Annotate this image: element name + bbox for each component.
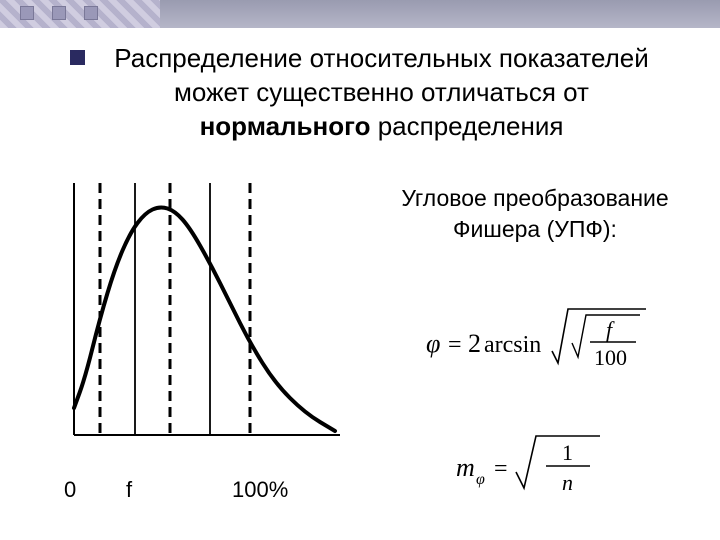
f1-num: f	[606, 317, 615, 342]
formula-heading: Угловое преобразование Фишера (УПФ):	[390, 183, 680, 245]
f2-sub: φ	[476, 471, 485, 488]
decorative-squares	[20, 6, 98, 20]
bullet-icon	[70, 50, 85, 65]
f2-sqrt	[516, 436, 600, 488]
f2-den: n	[562, 470, 573, 495]
formula-phi: φ = 2 arcsin f 100	[420, 297, 650, 377]
f2-eq: =	[494, 456, 508, 482]
axis-label-100: 100%	[232, 477, 288, 503]
distribution-chart: 0 f 100%	[60, 183, 350, 483]
square-icon	[20, 6, 34, 20]
subhead-l1: Угловое преобразование	[401, 185, 668, 211]
formulas-column: Угловое преобразование Фишера (УПФ): φ =…	[390, 183, 680, 533]
formula-m: m φ = 1 n	[450, 426, 620, 506]
square-icon	[52, 6, 66, 20]
heading-bold: нормального	[200, 111, 371, 141]
heading-text: Распределение относительных показателей …	[103, 42, 680, 143]
heading-line2: может существенно отличаться от	[174, 77, 589, 107]
square-icon	[84, 6, 98, 20]
f1-func: arcsin	[484, 332, 541, 358]
axis-label-0: 0	[64, 477, 76, 503]
heading-rest: распределения	[371, 111, 564, 141]
heading-block: Распределение относительных показателей …	[40, 42, 680, 143]
decorative-top-border	[0, 0, 720, 28]
lower-row: 0 f 100% Угловое преобразование Фишера (…	[40, 183, 680, 533]
subhead-l2: Фишера (УПФ):	[453, 216, 617, 242]
f1-phi: φ	[426, 329, 440, 358]
border-gradient-right	[160, 0, 720, 28]
f1-den: 100	[594, 345, 627, 370]
f1-eq: =	[448, 332, 462, 358]
f2-m: m	[456, 453, 475, 482]
axis-label-f: f	[126, 477, 132, 503]
heading-line1: Распределение относительных показателей	[114, 43, 649, 73]
chart-svg	[60, 183, 340, 443]
f1-coef: 2	[468, 329, 481, 358]
f2-num: 1	[562, 440, 573, 465]
slide-content: Распределение относительных показателей …	[0, 38, 720, 533]
